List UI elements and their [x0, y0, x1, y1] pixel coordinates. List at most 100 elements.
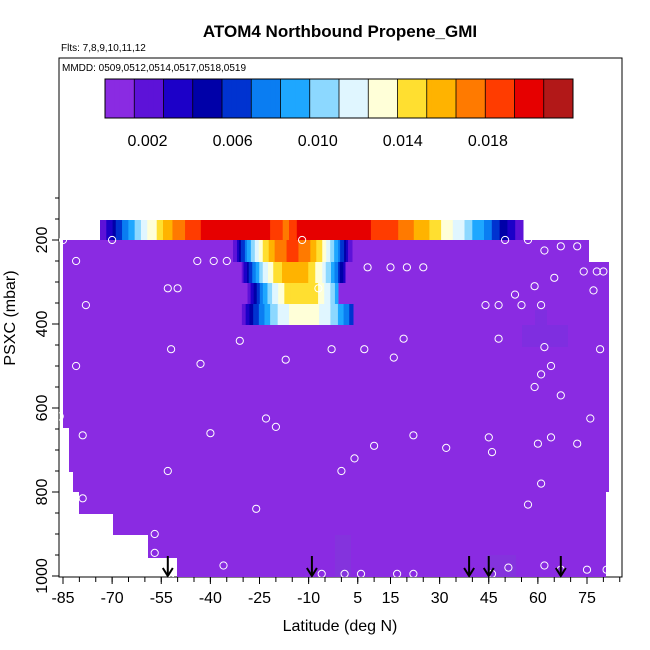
colorbar-swatch [343, 79, 350, 118]
sample-point [271, 422, 280, 431]
concentration-cell [355, 220, 360, 240]
concentration-cell [243, 262, 246, 283]
concentration-cell [296, 220, 302, 240]
concentration-cell [163, 220, 167, 240]
sample-point [523, 235, 533, 245]
sample-point [586, 414, 595, 423]
concentration-cell [299, 283, 302, 304]
sample-point [78, 431, 87, 440]
concentration-cell [313, 283, 316, 304]
concentration-cell [287, 262, 290, 283]
concentration-cell [511, 220, 516, 240]
colorbar-swatch [241, 79, 247, 118]
concentration-cell [252, 240, 256, 262]
concentration-cell [247, 283, 250, 304]
concentration-cell [153, 220, 158, 240]
concentration-cell [295, 283, 298, 304]
concentration-cell [292, 283, 295, 304]
concentration-cell [421, 220, 426, 240]
concentration-cell [327, 283, 330, 304]
colorbar-swatch [324, 79, 330, 118]
concentration-cell [343, 220, 348, 240]
colorbar-swatch [407, 79, 413, 118]
concentration-cell [169, 220, 173, 240]
concentration-cell [294, 304, 297, 325]
concentration-cell [322, 262, 325, 283]
concentration-cell [308, 283, 311, 304]
sample-point [530, 282, 539, 291]
concentration-cell [207, 220, 211, 240]
concentration-cell [318, 240, 321, 262]
colorbar-swatch [524, 79, 530, 118]
concentration-cell [216, 220, 221, 240]
sample-point [484, 433, 493, 442]
concentration-cell [346, 240, 349, 262]
colorbar-swatch [217, 79, 223, 118]
sample-point [510, 290, 520, 299]
concentration-cell [300, 220, 306, 240]
concentration-cell [288, 283, 291, 304]
sample-point [386, 263, 395, 272]
colorbar-swatch [300, 79, 306, 118]
concentration-cell [100, 220, 104, 240]
concentration-cell [112, 220, 117, 240]
concentration-cell [284, 240, 288, 262]
concentration-cell [103, 220, 107, 240]
concentration-cell [409, 220, 415, 240]
concentration-cell [328, 283, 331, 304]
colorbar-swatch [465, 79, 472, 118]
dates-subtitle: MMDD: 0509,0512,0514,0517,0518,0519 [62, 63, 246, 74]
colorbar-swatch [134, 79, 140, 118]
concentration-cell [259, 262, 262, 283]
concentration-cell [254, 220, 258, 240]
concentration-cell [300, 240, 303, 262]
concentration-cell [251, 220, 255, 240]
concentration-cell [273, 304, 277, 325]
concentration-cell [341, 304, 345, 325]
concentration-cell [270, 240, 274, 262]
concentration-cell [289, 262, 292, 283]
colorbar-swatch [265, 79, 272, 118]
sample-point [173, 284, 182, 293]
colorbar-border [104, 78, 574, 119]
concentration-cell [445, 220, 450, 240]
concentration-cell [276, 220, 281, 240]
sample-point [314, 284, 323, 293]
sample-point [556, 391, 565, 400]
colorbar-swatch [251, 79, 257, 118]
flight-arrow-head [482, 567, 495, 578]
concentration-cell [244, 240, 248, 262]
colorbar-swatch [348, 79, 355, 118]
sample-point [602, 565, 611, 574]
concentration-cell [324, 220, 329, 240]
sample-point [442, 443, 451, 452]
sample-point [399, 334, 408, 343]
colorbar-swatch [568, 79, 574, 118]
concentration-cell [310, 283, 313, 304]
concentration-cell [307, 283, 310, 304]
concentration-cell [305, 283, 308, 304]
concentration-cell [507, 220, 512, 240]
x-tick-label: -55 [150, 590, 173, 607]
concentration-cell [322, 304, 326, 325]
concentration-cell [273, 283, 276, 304]
colorbar-swatch [119, 79, 125, 118]
concentration-cell [263, 220, 268, 240]
x-axis: -85 -70 -55 -40 -25 -10 5 15 30 45 60 75 [51, 577, 621, 607]
concentration-cell [150, 220, 155, 240]
concentration-cell [308, 220, 313, 240]
colorbar-swatch [256, 79, 262, 118]
sample-point [389, 353, 398, 362]
x-tick-label: 75 [578, 590, 596, 607]
colorbar-swatch [163, 79, 169, 118]
colorbar-swatch [392, 79, 398, 118]
concentration-cell [278, 240, 282, 262]
sample-point [59, 412, 64, 421]
concentration-cell [315, 262, 318, 283]
concentration-cell [294, 262, 297, 283]
concentration-cell [276, 283, 279, 304]
x-tick-label: 45 [480, 590, 498, 607]
concentration-cell [351, 304, 354, 325]
sample-point [337, 466, 346, 476]
